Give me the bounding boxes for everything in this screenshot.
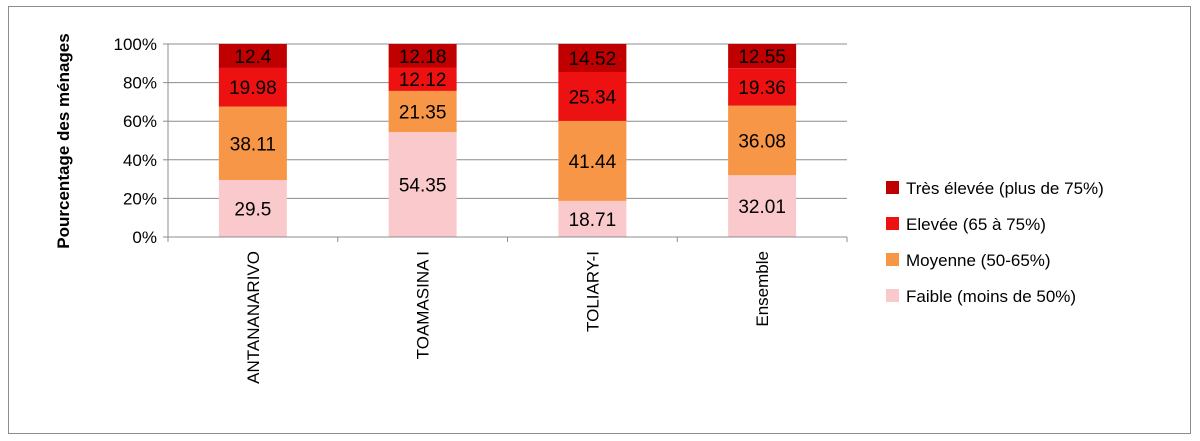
legend-label: Faible (moins de 50%) xyxy=(906,287,1076,306)
x-category-labels: ANTANANARIVO TOAMASINA I TOLIARY-I Ensemble xyxy=(244,251,772,384)
bar-segment xyxy=(388,90,457,133)
data-label: 12.55 xyxy=(738,47,786,68)
data-label: 12.4 xyxy=(234,47,271,68)
bar-segment xyxy=(728,175,797,237)
x-category-label: ANTANANARIVO xyxy=(244,251,263,384)
bar-segment xyxy=(558,43,627,73)
bar-segment xyxy=(728,105,797,176)
bar-segment xyxy=(218,44,287,68)
legend-swatch xyxy=(886,289,899,302)
data-label: 14.52 xyxy=(569,49,617,70)
legend-swatch xyxy=(886,253,899,266)
legend-label: Elevée (65 à 75%) xyxy=(906,215,1046,234)
x-category-label: Ensemble xyxy=(753,251,772,327)
legend-swatch xyxy=(886,217,899,230)
data-label: 36.08 xyxy=(738,131,786,152)
data-label: 32.01 xyxy=(738,197,786,218)
data-label: 12.18 xyxy=(399,47,447,68)
y-tick-label: 60% xyxy=(123,112,157,131)
bar-segment xyxy=(558,200,627,237)
bar-segment xyxy=(558,120,627,201)
data-label: 41.44 xyxy=(569,152,617,173)
bar-segment xyxy=(388,67,457,91)
data-label: 38.11 xyxy=(230,134,276,155)
data-label: 25.34 xyxy=(569,87,617,108)
y-axis-label: Pourcentage des ménages xyxy=(54,33,73,248)
legend-label: Moyenne (50-65%) xyxy=(906,251,1051,270)
bars xyxy=(218,43,797,237)
bar-segment xyxy=(388,44,457,68)
bar-segment xyxy=(218,67,287,107)
y-tick-label: 0% xyxy=(132,228,157,247)
data-label: 19.36 xyxy=(738,78,786,99)
x-category-label: TOAMASINA I xyxy=(414,251,433,359)
bar-segment xyxy=(218,180,287,237)
data-label: 29.5 xyxy=(234,200,271,221)
data-label: 21.35 xyxy=(399,103,447,124)
data-label: 19.98 xyxy=(229,78,277,99)
axes xyxy=(163,43,848,242)
y-tick-labels: 0% 20% 40% 60% 80% 100% xyxy=(114,35,157,247)
y-tick-label: 80% xyxy=(123,74,157,93)
x-category-label: TOLIARY-I xyxy=(583,251,602,332)
bar-segment xyxy=(558,72,627,121)
y-tick-label: 40% xyxy=(123,151,157,170)
legend-swatch xyxy=(886,181,899,194)
bar-segment xyxy=(728,68,797,106)
bar-segment xyxy=(388,132,457,237)
bar-segment xyxy=(728,44,797,69)
legend: Très élevée (plus de 75%) Elevée (65 à 75… xyxy=(886,179,1104,306)
data-label: 12.12 xyxy=(399,70,447,91)
data-label: 18.71 xyxy=(569,210,617,231)
y-tick-label: 100% xyxy=(114,35,157,54)
bar-segment xyxy=(218,106,287,181)
data-label: 54.35 xyxy=(399,176,447,197)
y-tick-label: 20% xyxy=(123,189,157,208)
legend-label: Très élevée (plus de 75%) xyxy=(906,179,1104,198)
